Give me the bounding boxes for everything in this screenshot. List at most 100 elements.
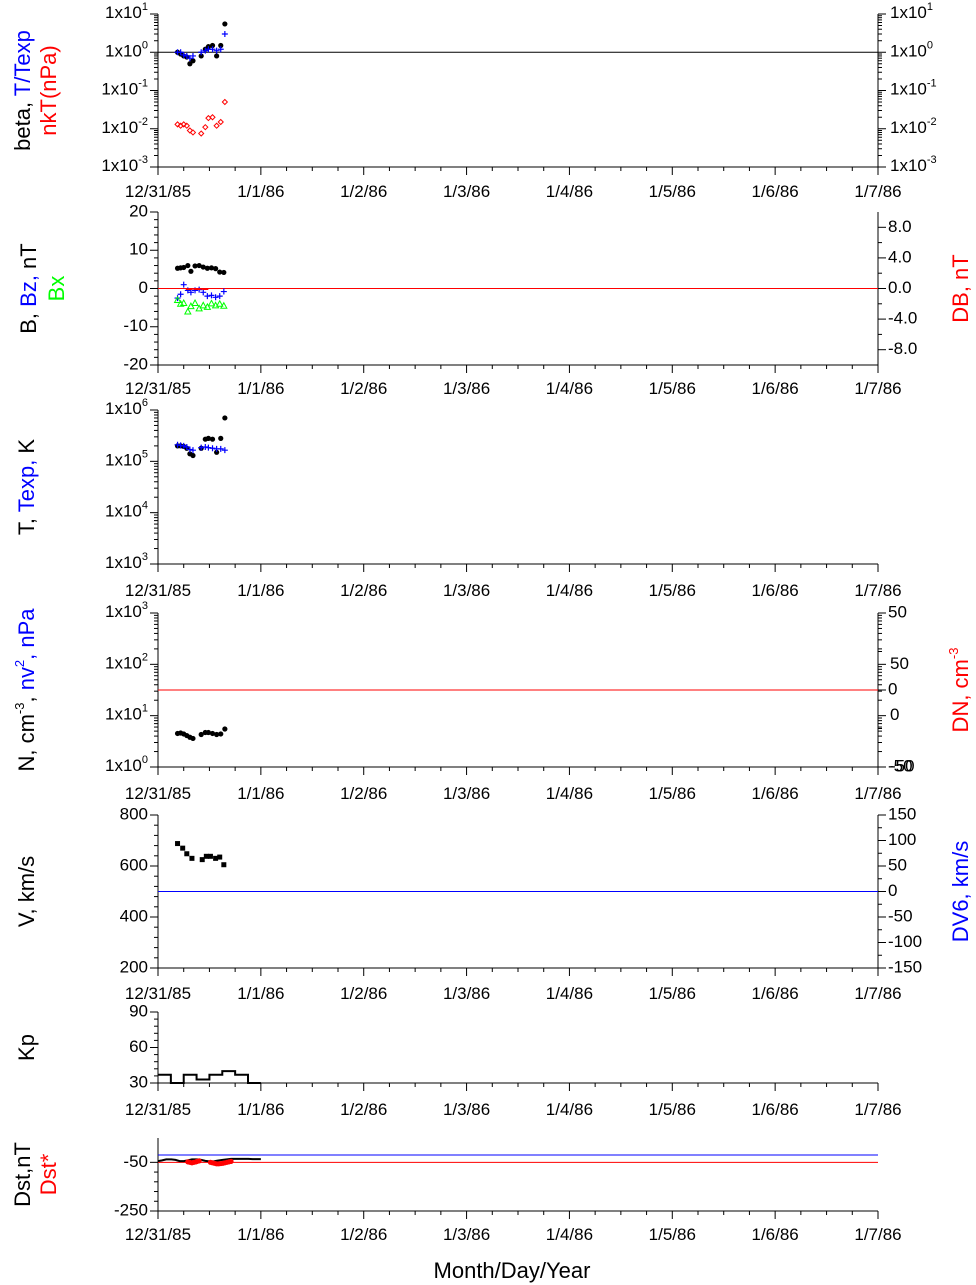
y-tick-label: 1x104 (105, 500, 148, 522)
data-point (205, 435, 211, 441)
data-point (189, 52, 196, 59)
x-tick-label: 1/1/86 (237, 1100, 284, 1119)
y-tick-label: 200 (120, 957, 148, 976)
y-axis-label: N, cm-3, nv2, nPa (12, 608, 39, 772)
y-right-tick-label: 4.0 (888, 247, 912, 266)
data-point (217, 269, 223, 275)
x-tick-label: 1/2/86 (340, 984, 387, 1003)
y-axis-label: Kp (14, 1034, 39, 1061)
x-tick-label: 1/3/86 (443, 1100, 490, 1119)
y-right-tick-label: 50 (888, 602, 907, 621)
data-point (189, 855, 195, 861)
data-point (189, 447, 196, 454)
data-point (180, 845, 186, 851)
data-point (221, 269, 227, 276)
data-point (204, 265, 210, 271)
y-right-tick-label: -50 (888, 756, 913, 775)
data-point (218, 42, 224, 49)
data-point (209, 730, 216, 737)
x-tick-label: 1/2/86 (340, 1225, 387, 1244)
data-point (209, 445, 216, 452)
x-tick-label: 1/1/86 (237, 581, 284, 600)
x-tick-label: 1/2/86 (340, 1100, 387, 1119)
data-point (183, 52, 190, 59)
y-tick-label: -10 (123, 316, 148, 335)
data-point (183, 122, 191, 129)
data-point (221, 862, 227, 868)
x-tick-label: 1/1/86 (237, 784, 284, 803)
y-right-tick-label: 8.0 (888, 217, 912, 236)
data-point (222, 21, 228, 27)
y-right-tick-label: -8.0 (888, 339, 917, 358)
data-point (198, 49, 205, 56)
data-point (180, 51, 187, 58)
y-tick-label: 1x101 (105, 703, 148, 725)
data-point (185, 262, 191, 269)
y-right-tick-label: 50 (890, 654, 909, 673)
x-tick-label: 1/4/86 (546, 1225, 593, 1244)
data-point (217, 46, 224, 53)
y-axis-label: V, km/s (14, 856, 39, 927)
panel-bfield: 12/31/85 1/1/86 1/2/86 1/3/86 1/4/86 1/5/86 1/… (16, 201, 973, 398)
data-point (219, 301, 228, 309)
data-point (203, 302, 212, 310)
x-tick-label: 1/7/86 (854, 182, 901, 201)
data-point (190, 58, 196, 64)
data-point (209, 42, 216, 49)
x-tick-label: 1/1/86 (237, 379, 284, 398)
x-axis-title: Month/Day/Year (434, 1258, 591, 1283)
y-tick-label: 1x10-1 (101, 77, 148, 99)
data-point (177, 49, 184, 56)
y-right-tick-label: -4.0 (888, 309, 917, 328)
data-point (202, 47, 209, 54)
x-tick-label: 1/3/86 (443, 182, 490, 201)
y-tick-label: 90 (129, 1001, 148, 1020)
data-point (216, 293, 223, 300)
y-axis-label: T, Texp, K (14, 439, 39, 536)
y-tick-label: -50 (123, 1152, 148, 1171)
data-point (221, 31, 228, 38)
y-tick-label: 1x103 (105, 551, 148, 573)
data-point (217, 118, 224, 126)
data-point (189, 129, 197, 136)
x-tick-label: 12/31/85 (125, 581, 191, 600)
data-point (208, 265, 215, 271)
y-tick-label: 1x105 (105, 448, 148, 470)
data-point (214, 449, 220, 455)
x-tick-label: 12/31/85 (125, 984, 191, 1003)
x-tick-label: 1/6/86 (752, 1100, 799, 1119)
x-tick-label: 1/4/86 (546, 379, 593, 398)
y-right-tick-label: 0 (888, 881, 897, 900)
y-right-tick-label: 0 (890, 705, 899, 724)
data-point (190, 735, 196, 742)
data-point (204, 293, 211, 300)
data-point (214, 731, 220, 738)
y-right-tick-label: 1x100 (890, 39, 933, 61)
panel-density: 12/31/85 1/1/86 1/2/86 1/3/86 1/4/86 1/5/86 1/… (12, 600, 973, 803)
y-tick-label: 1x106 (105, 397, 148, 419)
y-tick-label: 1x103 (105, 600, 148, 622)
x-tick-label: 1/5/86 (649, 182, 696, 201)
data-point (213, 855, 219, 861)
data-point (213, 47, 220, 54)
data-point (221, 98, 229, 106)
y-right-tick-label: 0 (888, 679, 897, 698)
data-point (183, 307, 192, 315)
y-right-tick-label: 1x10-2 (890, 116, 937, 138)
x-tick-label: 1/3/86 (443, 379, 490, 398)
y-right-tick-label: 50 (888, 855, 907, 874)
data-point (207, 853, 213, 859)
series-line (158, 1070, 261, 1084)
y-right-tick-label: 100 (888, 830, 916, 849)
data-point (175, 841, 181, 847)
data-point (183, 444, 190, 451)
data-point (200, 264, 206, 270)
y-axis-right-label: DB, nT (948, 254, 973, 322)
data-point (208, 292, 215, 299)
data-point (174, 121, 181, 128)
data-point (198, 53, 204, 59)
data-point (184, 287, 191, 294)
data-point (205, 444, 212, 451)
y-axis-label: Dst* (36, 1153, 61, 1195)
y-right-tick-label: 0.0 (888, 278, 912, 297)
